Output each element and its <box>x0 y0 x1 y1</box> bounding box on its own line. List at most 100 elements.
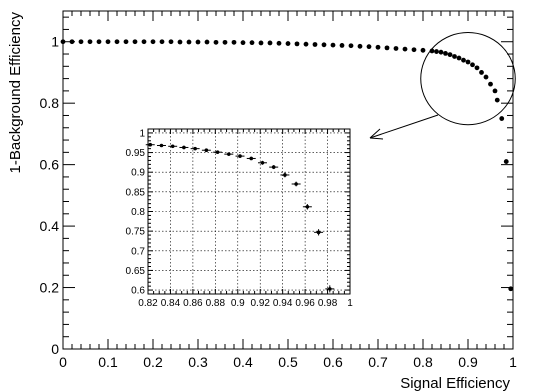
inset-y-tick-label: 0.9 <box>131 168 145 179</box>
main-data-point <box>330 42 336 48</box>
inset-data-point <box>294 182 298 186</box>
main-data-point <box>87 39 93 45</box>
main-axis-ticks: 0 0.1 0.2 0.3 0.4 0.5 0.6 0.7 0.8 0.9 100.20.40.60… <box>40 11 517 370</box>
x-tick-label: 0.3 <box>188 354 208 370</box>
main-data-point <box>461 57 466 63</box>
main-data-point <box>195 39 201 45</box>
x-tick-label: 0.9 <box>458 354 478 370</box>
inset-x-tick-label: 0.84 <box>161 298 181 309</box>
inset-x-tick-label: 0.98 <box>318 298 338 309</box>
inset-y-tick-label: 1 <box>139 128 145 139</box>
inset-y-tick-label: 0.65 <box>126 266 146 277</box>
main-data-point <box>375 44 381 50</box>
main-data-point <box>186 39 192 45</box>
zoom-arrow-head-upper <box>369 128 381 139</box>
main-data-point <box>249 40 255 46</box>
main-data-point <box>393 46 399 51</box>
main-data-point <box>303 41 309 47</box>
main-data-point <box>494 97 500 103</box>
main-data-point <box>267 40 273 46</box>
inset-data-point <box>260 160 265 165</box>
x-tick-label: 0.5 <box>278 354 298 370</box>
main-data-point <box>438 49 444 55</box>
main-data-point <box>339 43 345 48</box>
main-data-point <box>168 39 174 45</box>
main-data-point <box>456 55 462 61</box>
x-tick-label: 0 <box>59 354 67 370</box>
main-data-point <box>420 47 426 53</box>
main-data-point <box>348 43 354 49</box>
x-tick-label: 0.1 <box>98 354 118 370</box>
main-data-point <box>443 51 448 56</box>
y-tick-label: 0 <box>51 341 59 357</box>
zoom-arrow-head-lower <box>369 137 384 140</box>
main-data-point <box>411 47 417 53</box>
inset-data-point <box>271 165 276 169</box>
inset-data-point <box>182 145 186 150</box>
inset-data-point <box>227 152 231 156</box>
inset-y-tick-label: 0.75 <box>126 227 146 238</box>
inset-data-point <box>328 287 332 291</box>
main-data-point <box>141 39 147 45</box>
inset-data-point <box>159 143 164 148</box>
inset-data-point <box>283 173 287 177</box>
main-data-point <box>276 40 282 46</box>
inset-data-point <box>215 150 220 154</box>
x-tick-label: 0.4 <box>233 354 253 370</box>
x-tick-label: 0.8 <box>413 354 433 370</box>
main-data-point <box>503 159 509 164</box>
main-data-point <box>488 81 493 87</box>
main-data-point <box>204 39 210 45</box>
zoom-ellipse <box>420 32 516 126</box>
inset-y-tick-label: 0.7 <box>131 246 145 257</box>
y-tick-label: 0.8 <box>40 95 60 111</box>
main-data-point <box>60 39 66 45</box>
inset-plot: 0.82 0.84 0.86 0.88 0.9 0.92 0.94 0.96 0.98 1 0.6 0… <box>108 126 358 323</box>
main-data-point <box>285 41 291 46</box>
zoom-callout <box>369 32 516 140</box>
main-data-point <box>483 74 489 80</box>
main-data-point <box>357 43 363 49</box>
y-tick-label: 0.4 <box>40 218 60 234</box>
main-data-point <box>402 46 408 52</box>
main-data-point <box>69 39 75 45</box>
inset-data-point <box>305 204 310 209</box>
main-data-point <box>452 54 457 59</box>
inset-x-tick-label: 0.88 <box>206 298 226 309</box>
main-data-point <box>434 49 439 54</box>
inset-background <box>108 126 358 323</box>
main-data-point <box>150 39 156 45</box>
main-data-point <box>384 45 390 51</box>
inset-x-tick-label: 0.94 <box>273 298 293 309</box>
main-data-point <box>231 39 237 45</box>
y-tick-label: 0.6 <box>40 157 60 173</box>
inset-data-point <box>249 156 254 161</box>
main-data-point <box>294 41 300 47</box>
inset-x-tick-label: 1 <box>347 298 353 309</box>
main-data-point <box>499 116 505 121</box>
main-data-point <box>123 39 129 45</box>
x-tick-label: 1 <box>509 354 517 370</box>
inset-x-tick-label: 0.82 <box>138 298 158 309</box>
x-tick-label: 0.6 <box>323 354 343 370</box>
inset-x-tick-label: 0.86 <box>183 298 203 309</box>
inset-data-point <box>170 144 175 149</box>
main-data-point <box>240 40 246 46</box>
x-tick-label: 0.7 <box>368 354 388 370</box>
y-tick-label: 1 <box>51 34 59 50</box>
y-tick-label: 0.2 <box>40 280 60 296</box>
main-data-point <box>470 62 475 68</box>
inset-y-tick-label: 0.85 <box>126 187 146 198</box>
inset-data-point <box>316 230 321 235</box>
main-data-point <box>177 39 183 45</box>
main-data-point <box>213 39 219 45</box>
main-data-point <box>508 286 514 292</box>
main-data-point <box>492 88 498 94</box>
inset-y-tick-label: 0.95 <box>126 148 146 159</box>
inset-x-tick-label: 0.92 <box>250 298 270 309</box>
main-data-point <box>366 44 372 50</box>
main-data-point <box>78 39 84 45</box>
main-data-point <box>114 39 120 45</box>
inset-data-point <box>148 142 153 147</box>
